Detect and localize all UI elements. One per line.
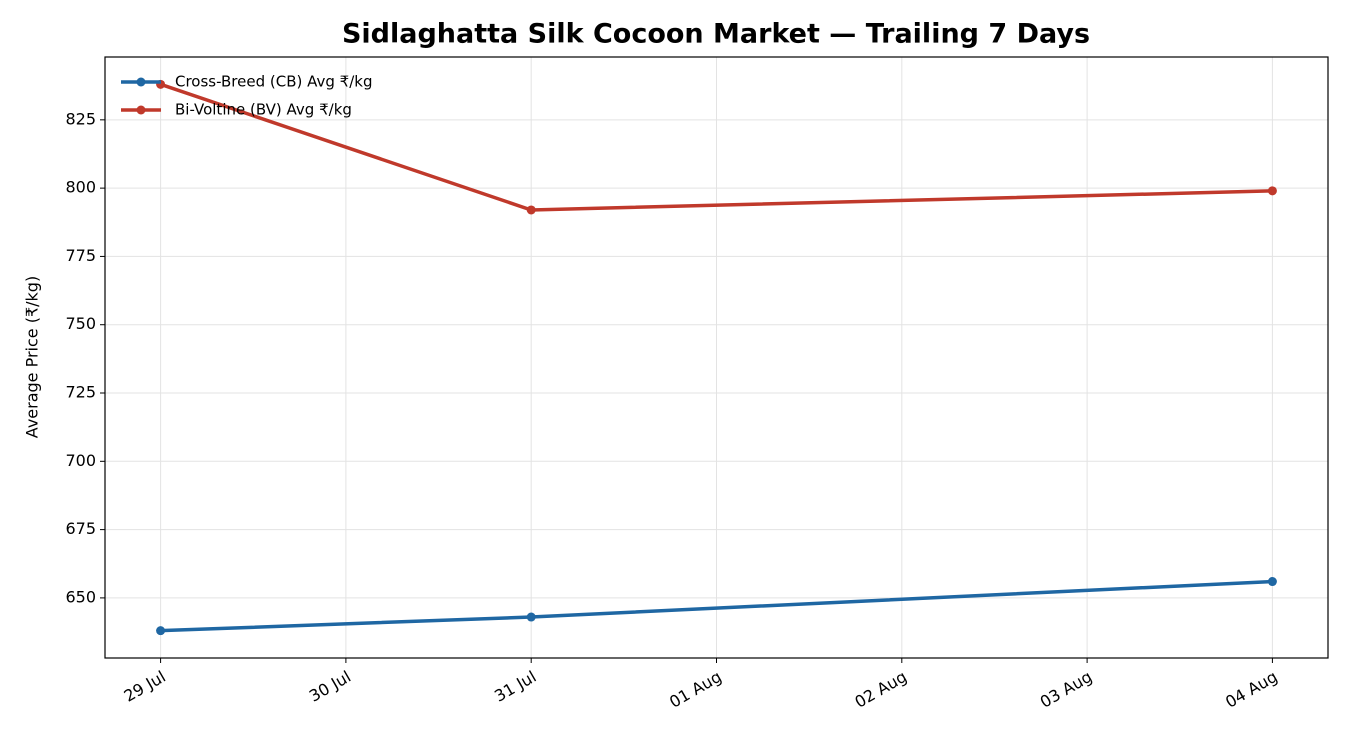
x-tick-label: 04 Aug — [1222, 667, 1281, 712]
y-tick-label: 750 — [65, 314, 96, 333]
y-tick-label: 700 — [65, 451, 96, 470]
y-tick-label: 800 — [65, 178, 96, 197]
data-point — [156, 626, 166, 636]
y-tick-label: 675 — [65, 519, 96, 538]
x-tick-label: 30 Jul — [306, 667, 354, 706]
x-tick-label: 03 Aug — [1037, 667, 1096, 712]
chart-title: Sidlaghatta Silk Cocoon Market — Trailin… — [342, 19, 1090, 50]
data-point — [526, 612, 536, 622]
x-tick-label: 02 Aug — [851, 667, 910, 712]
x-tick-label: 29 Jul — [121, 667, 169, 706]
data-point — [1267, 186, 1277, 196]
legend-marker — [136, 105, 146, 115]
legend-label: Cross-Breed (CB) Avg ₹/kg — [175, 73, 372, 91]
x-tick-label: 31 Jul — [491, 667, 539, 706]
legend-marker — [136, 77, 146, 87]
legend-label: Bi-Voltine (BV) Avg ₹/kg — [175, 101, 352, 119]
data-point — [1267, 577, 1277, 587]
y-tick-label: 825 — [65, 109, 96, 128]
y-tick-label: 775 — [65, 246, 96, 265]
y-axis-label: Average Price (₹/kg) — [23, 276, 42, 438]
data-point — [526, 205, 536, 215]
y-tick-label: 725 — [65, 383, 96, 402]
plot-frame — [104, 56, 1329, 659]
y-tick-label: 650 — [65, 587, 96, 606]
x-tick-label: 01 Aug — [666, 667, 725, 712]
